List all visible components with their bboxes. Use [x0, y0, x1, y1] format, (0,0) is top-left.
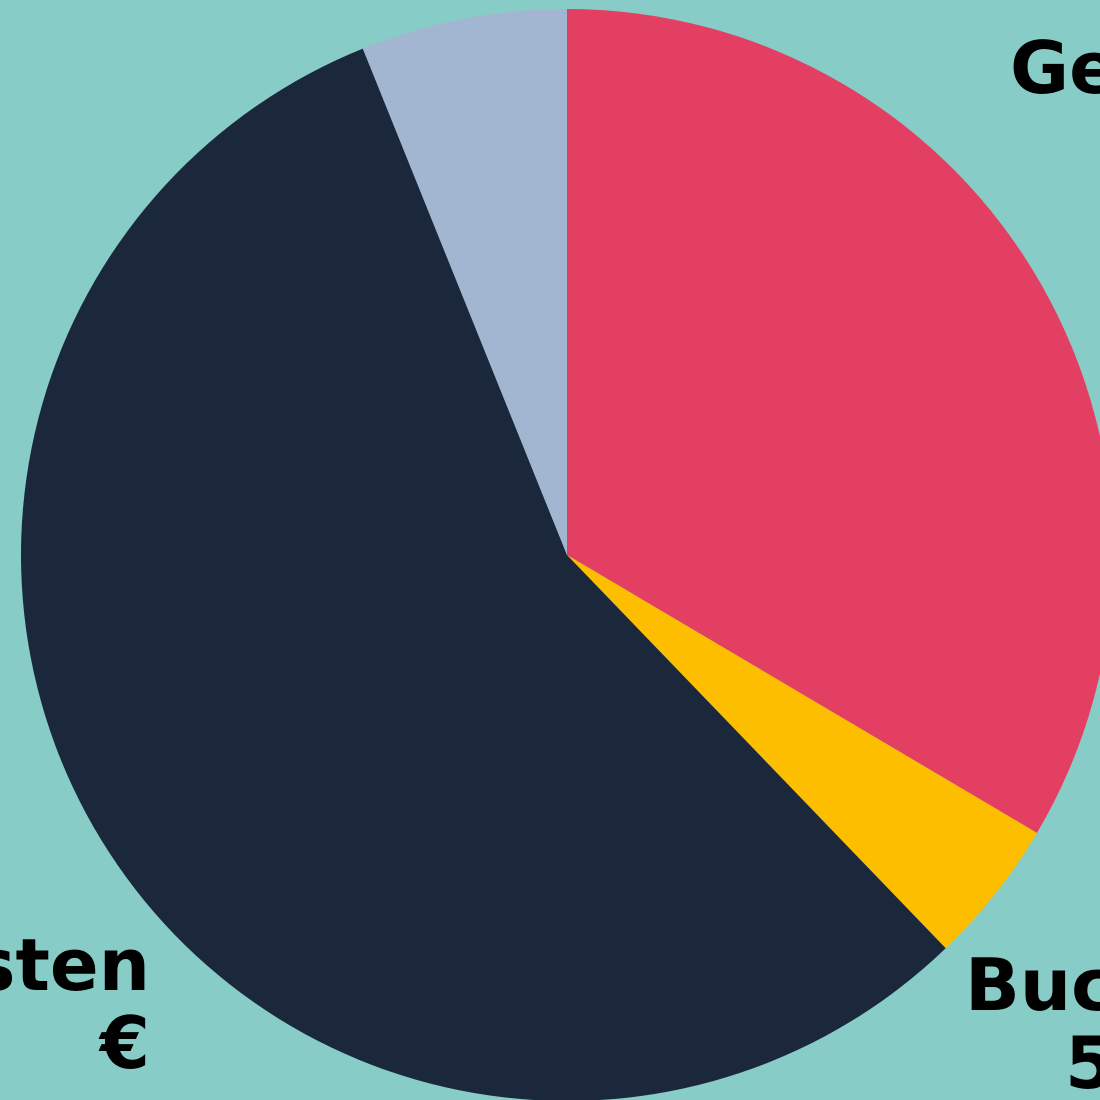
- pie-label-0-line-0: Ge: [1010, 26, 1100, 110]
- pie-slice-0: [567, 9, 1100, 833]
- pie-label-2-line-0: sten: [0, 923, 150, 1007]
- pie-slice-1: [567, 555, 1037, 949]
- pie-slice-2: [21, 48, 946, 1100]
- pie-label-1-line-1: 5: [1065, 1021, 1100, 1100]
- pie-slices: [21, 9, 1100, 1100]
- pie-slice-3: [362, 9, 567, 555]
- pie-label-2-line-1: €: [98, 1001, 150, 1085]
- pie-label-1-line-0: Buc: [965, 943, 1100, 1027]
